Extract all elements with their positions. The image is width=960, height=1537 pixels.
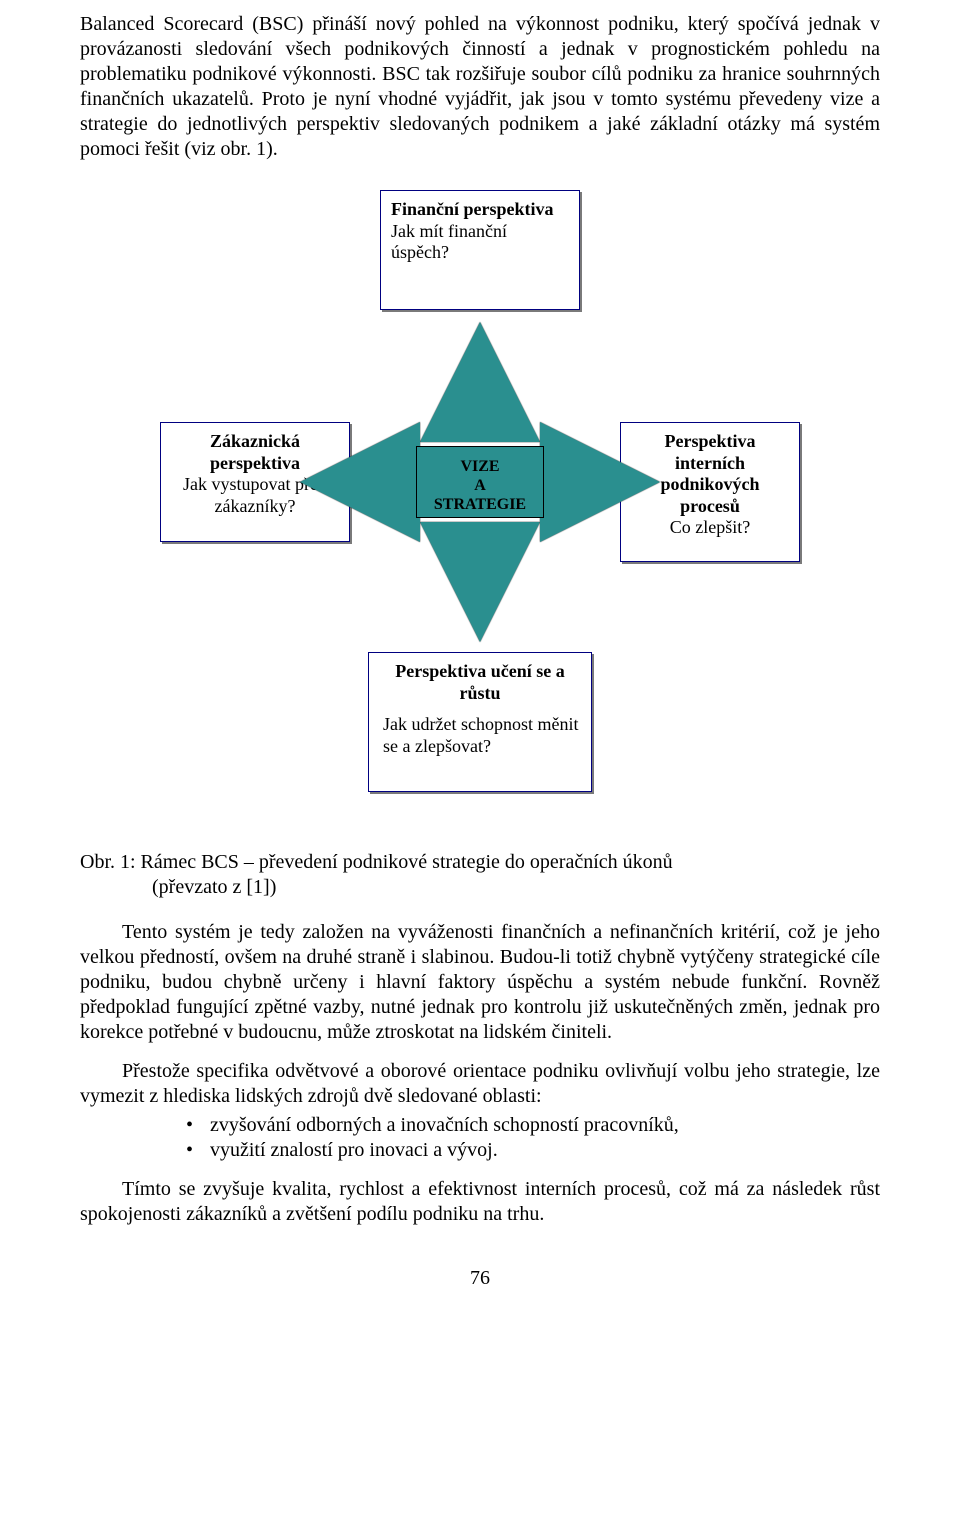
arrow-down-icon xyxy=(420,522,540,642)
arrow-right-icon xyxy=(540,422,660,542)
bsc-diagram: VIZE A STRATEGIE Finanční perspektiva Ja… xyxy=(160,190,800,810)
page-number: 76 xyxy=(80,1267,880,1290)
list-item: využití znalostí pro inovaci a vývoj. xyxy=(80,1138,880,1163)
perspective-box-learning: Perspektiva učení se a růstu Jak udržet … xyxy=(368,652,592,792)
center-line1: VIZE xyxy=(417,457,543,476)
arrow-up-icon xyxy=(420,322,540,442)
bullet-list: zvyšování odborných a inovačních schopno… xyxy=(80,1113,880,1163)
intro-paragraph: Balanced Scorecard (BSC) přináší nový po… xyxy=(80,12,880,162)
list-item: zvyšování odborných a inovačních schopno… xyxy=(80,1113,880,1138)
box-title: Perspektiva učení se a růstu xyxy=(379,661,581,704)
box-sub: Jak mít finanční úspěch? xyxy=(391,221,569,264)
perspective-box-financial: Finanční perspektiva Jak mít finanční ús… xyxy=(380,190,580,310)
center-line3: STRATEGIE xyxy=(417,495,543,514)
center-node: VIZE A STRATEGIE xyxy=(416,446,544,518)
paragraph-2: Tento systém je tedy založen na vyváženo… xyxy=(80,920,880,1045)
figcap-line2: (převzato z [1]) xyxy=(80,876,276,898)
arrow-left-icon xyxy=(300,422,420,542)
box-sub: Jak udržet schopnost měnit se a zlepšova… xyxy=(379,714,581,757)
paragraph-3: Přestože specifika odvětvové a oborové o… xyxy=(80,1059,880,1109)
figcap-line1: Obr. 1: Rámec BCS – převedení podnikové … xyxy=(80,851,673,873)
page: Balanced Scorecard (BSC) přináší nový po… xyxy=(0,0,960,1330)
figure-caption: Obr. 1: Rámec BCS – převedení podnikové … xyxy=(80,850,880,900)
center-line2: A xyxy=(417,476,543,495)
paragraph-4: Tímto se zvyšuje kvalita, rychlost a efe… xyxy=(80,1177,880,1227)
box-title: Finanční perspektiva xyxy=(391,199,569,221)
